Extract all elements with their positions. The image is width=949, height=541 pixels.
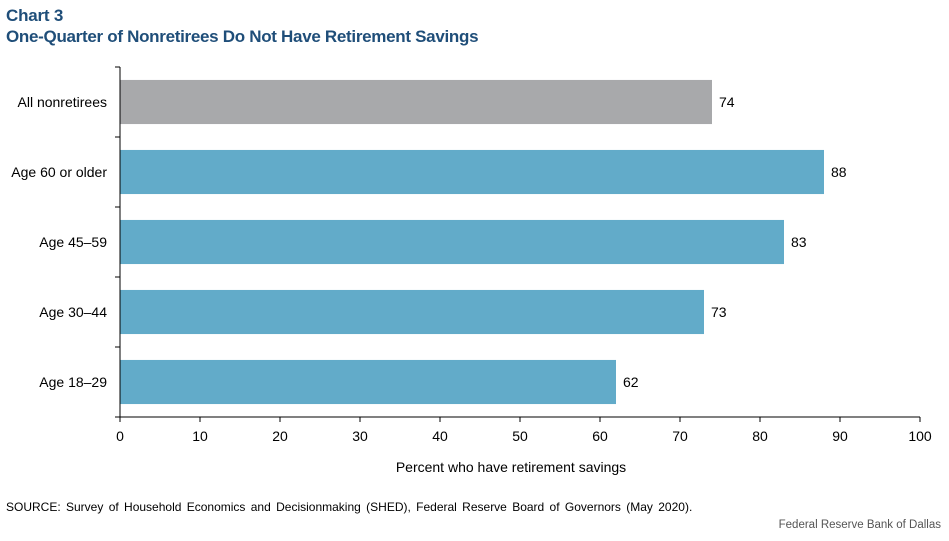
x-axis-label: Percent who have retirement savings — [396, 459, 626, 475]
category-label: Age 60 or older — [11, 164, 107, 180]
category-label: Age 30–44 — [39, 304, 107, 320]
x-tick-label: 0 — [116, 428, 124, 444]
bar-value-label: 74 — [719, 94, 735, 110]
x-tick-label: 70 — [672, 428, 688, 444]
bar — [120, 149, 824, 195]
credit-line: Federal Reserve Bank of Dallas — [778, 519, 941, 531]
axis-layer: All nonretirees Age 60 or older Age 45–59 A… — [11, 66, 932, 444]
chart-number: Chart 3 — [6, 6, 64, 25]
source-note: SOURCE: Survey of Household Economics an… — [6, 500, 693, 514]
bar-value-label: 62 — [623, 374, 639, 390]
bar — [120, 359, 616, 405]
category-label: Age 18–29 — [39, 374, 107, 390]
x-tick-label: 60 — [592, 428, 608, 444]
x-tick-label: 90 — [832, 428, 848, 444]
x-tick-label: 30 — [352, 428, 368, 444]
bars-layer: 74 88 83 73 62 — [120, 79, 847, 405]
x-tick-label: 20 — [272, 428, 288, 444]
x-tick-label: 80 — [752, 428, 768, 444]
x-tick-label: 100 — [908, 428, 932, 444]
bar-value-label: 73 — [711, 304, 727, 320]
x-tick-label: 10 — [192, 428, 208, 444]
bar-value-label: 88 — [831, 164, 847, 180]
category-label: All nonretirees — [18, 94, 108, 110]
bar — [120, 219, 784, 265]
x-tick-label: 50 — [512, 428, 528, 444]
category-label: Age 45–59 — [39, 234, 107, 250]
x-tick-label: 40 — [432, 428, 448, 444]
bar — [120, 79, 712, 125]
chart-title: One-Quarter of Nonretirees Do Not Have R… — [6, 27, 479, 46]
bar-value-label: 83 — [791, 234, 807, 250]
bar — [120, 289, 704, 335]
